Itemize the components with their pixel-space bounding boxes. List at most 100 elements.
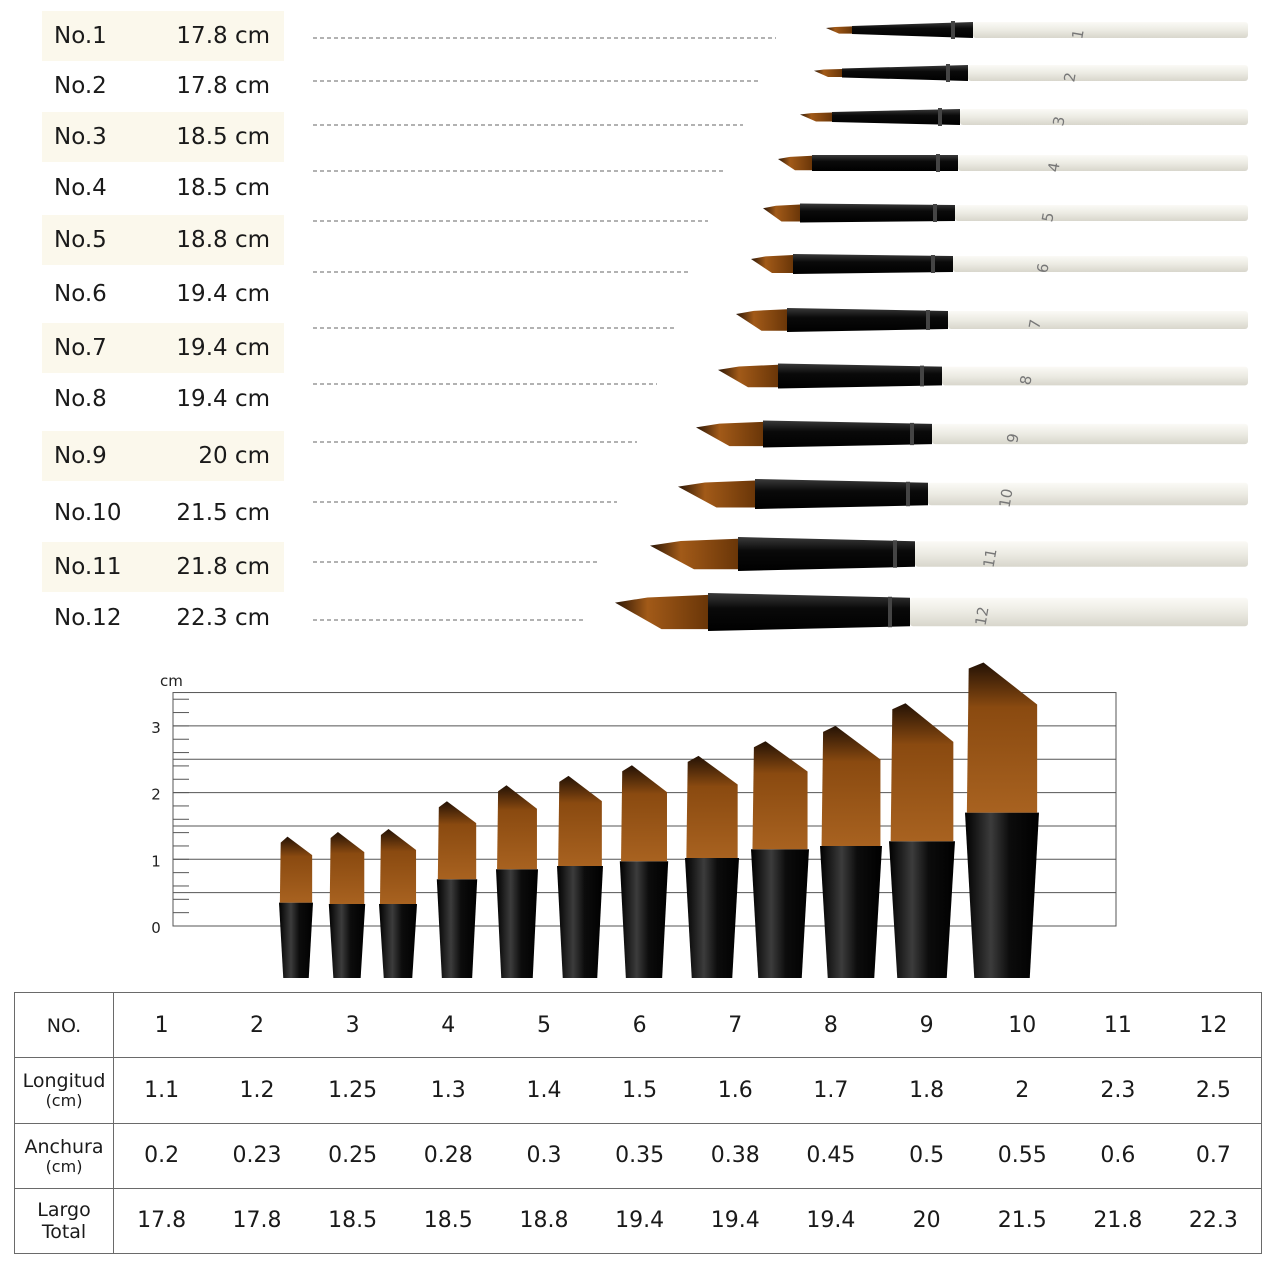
handle-number: 2 [1060,71,1079,84]
table-cell: 0.5 [878,1122,975,1189]
y-tick-label: 2 [151,786,161,804]
size-row-2: No.2 17.8 cm [42,61,284,111]
chart-brush-bristles [686,755,738,858]
chart-brush-4 [436,801,478,978]
handle-number: 3 [1049,115,1068,128]
chart-brush-ferrule [685,857,739,978]
table-cell: 1.7 [783,1057,879,1124]
brush-length-label: 22.3 cm [176,605,270,631]
brush-handle [958,155,1248,171]
brush-8: 8 [718,363,1248,389]
table-cell: 1.1 [113,1057,210,1124]
brush-bristles [814,68,842,78]
brush-length-label: 18.8 cm [176,227,270,253]
chart-brush-ferrule [557,865,603,978]
brush-length-label: 17.8 cm [176,73,270,99]
brush-11: 11 [650,537,1248,571]
brush-length-label: 18.5 cm [176,175,270,201]
row-header-label: Anchura [24,1135,104,1158]
ferrule-crimp [938,108,942,126]
table-cell: 2 [974,1057,1071,1124]
table-cell: 2.5 [1165,1057,1262,1124]
handle-number: 12 [972,605,993,627]
handle-number: 5 [1038,211,1057,224]
chart-brush-8 [685,755,739,978]
brush-ferrule [800,203,955,223]
table-cell: 0.25 [304,1122,401,1189]
ferrule-crimp [893,540,897,568]
brush-handle [973,22,1248,38]
ferrule-crimp [926,310,930,330]
ferrule-crimp [888,596,892,628]
brush-2: 2 [814,64,1248,83]
table-row-longitud: Longitud (cm) 1.1 1.2 1.25 1.3 1.4 1.5 1.… [14,1057,1262,1124]
brush-bristles [650,538,738,570]
spec-table: NO. 1 2 3 4 5 6 7 8 9 10 11 12 Longitud(… [14,991,1262,1255]
table-cell: 19.4 [687,1187,784,1255]
chart-brush-bristles [379,828,417,904]
table-row-number: NO. 1 2 3 4 5 6 7 8 9 10 11 12 [14,991,1262,1059]
size-row-3: No.3 18.5 cm [42,112,284,162]
chart-brush-1 [279,836,313,978]
table-cell: 18.5 [400,1187,497,1255]
chart-brush-ferrule [436,879,478,978]
table-cell: 0.6 [1070,1122,1166,1189]
table-row-anchura: Anchura (cm) 0.2 0.23 0.25 0.28 0.3 0.35 … [14,1122,1262,1189]
table-cell: 17.8 [113,1187,210,1255]
chart-brush-ferrule [820,845,882,978]
size-row-1: No.1 17.8 cm [42,11,284,61]
ferrule-crimp [920,365,924,387]
table-cell: 0.23 [209,1122,305,1189]
handle-number: 9 [1003,432,1022,445]
brush-number-label: No.12 [54,605,122,631]
table-cell: 18.5 [304,1187,401,1255]
brush-bristles [696,421,763,447]
table-cell: 19.4 [591,1187,688,1255]
brush-ferrule [812,155,958,171]
chart-brush-12 [965,662,1039,978]
y-tick-label: 3 [151,719,161,737]
row-header: Largo Total [14,1187,114,1255]
table-cell: 20 [878,1187,975,1255]
brush-9: 9 [696,420,1248,448]
brush-number-label: No.7 [54,335,107,361]
table-cell: 2.3 [1070,1057,1166,1124]
chart-brush-bristles [558,775,602,866]
chart-brush-ferrule [328,903,366,978]
chart-brush-ferrule [965,812,1039,978]
ferrule-crimp [931,255,935,273]
chart-brush-7 [619,765,669,978]
table-cell: 1.2 [209,1057,305,1124]
row-header-unit: (cm) [45,1091,83,1111]
table-cell: 1.6 [687,1057,784,1124]
chart-brush-6 [557,775,603,978]
brush-size-list: No.1 17.8 cm No.2 17.8 cm No.3 18.5 cm No.4… [42,11,284,631]
table-cell: 1.8 [878,1057,975,1124]
brush-length-label: 19.4 cm [176,386,270,412]
handle-number: 6 [1033,262,1052,275]
brush-handle [968,65,1248,81]
brush-1: 1 [826,21,1248,40]
chart-brush-3 [379,828,417,978]
chart-brush-bristles [752,741,808,850]
ferrule-crimp [910,422,914,446]
brush-10: 10 [678,479,1248,509]
brush-5: 5 [763,203,1248,224]
row-header-label: Total [41,1220,87,1243]
table-cell: 3 [304,991,401,1059]
brush-handle [953,256,1248,272]
brush-bristles [800,112,832,122]
chart-brush-ferrule [889,841,955,978]
size-row-5: No.5 18.8 cm [42,215,284,265]
chart-brush-9 [751,741,809,978]
chart-brush-ferrule [279,902,313,978]
brush-ferrule [852,22,973,38]
row-header: NO. [14,991,114,1059]
table-cell: 1 [113,991,210,1059]
table-cell: 0.55 [974,1122,1071,1189]
chart-brush-5 [496,785,538,978]
ferrule-crimp [936,154,940,172]
brush-handle [960,109,1248,125]
chart-brush-bristles [821,725,881,846]
table-cell: 12 [1165,991,1262,1059]
